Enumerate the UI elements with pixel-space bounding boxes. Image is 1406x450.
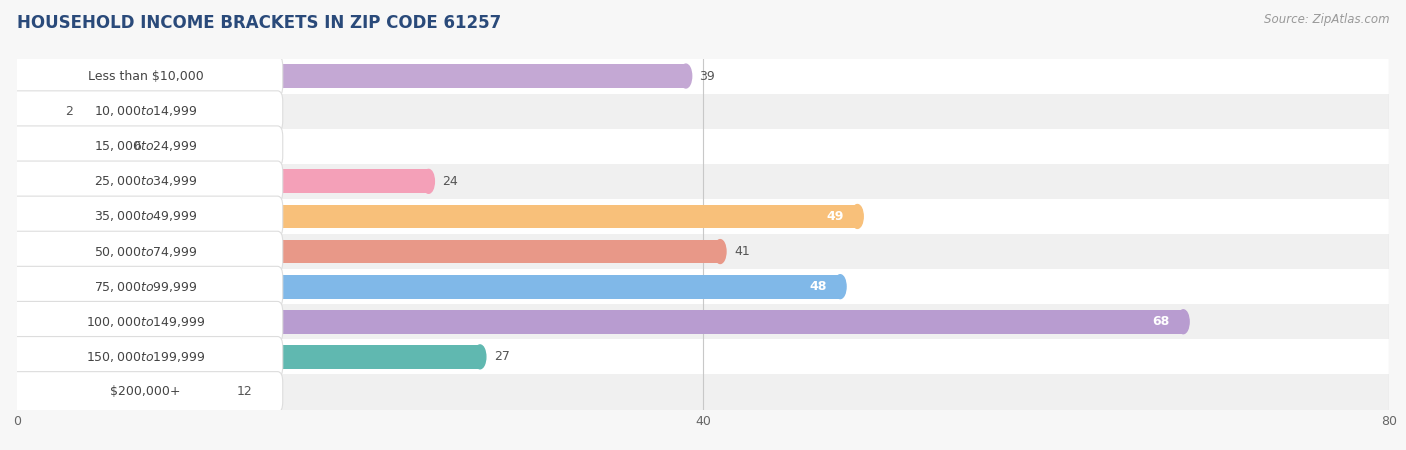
- Bar: [17, 339, 1389, 374]
- FancyBboxPatch shape: [7, 126, 283, 166]
- Circle shape: [474, 345, 486, 369]
- Bar: [17, 169, 429, 194]
- FancyBboxPatch shape: [7, 337, 283, 377]
- Text: 68: 68: [1153, 315, 1170, 328]
- Bar: [17, 234, 1389, 269]
- Text: $100,000 to $149,999: $100,000 to $149,999: [86, 315, 205, 329]
- Bar: [17, 345, 479, 369]
- FancyBboxPatch shape: [7, 302, 283, 342]
- Bar: [17, 374, 1389, 410]
- Circle shape: [114, 134, 125, 158]
- Circle shape: [217, 380, 229, 404]
- Bar: [17, 380, 222, 404]
- Text: Less than $10,000: Less than $10,000: [87, 70, 204, 82]
- FancyBboxPatch shape: [7, 56, 283, 96]
- Text: 49: 49: [827, 210, 844, 223]
- Bar: [17, 304, 1389, 339]
- Bar: [17, 99, 51, 123]
- Bar: [17, 274, 841, 299]
- Circle shape: [45, 99, 58, 123]
- FancyBboxPatch shape: [7, 161, 283, 202]
- FancyBboxPatch shape: [7, 231, 283, 272]
- Circle shape: [834, 274, 846, 299]
- Circle shape: [1177, 310, 1189, 334]
- Text: $50,000 to $74,999: $50,000 to $74,999: [94, 244, 197, 259]
- Text: 24: 24: [443, 175, 458, 188]
- Bar: [17, 204, 858, 229]
- Text: 41: 41: [734, 245, 749, 258]
- Bar: [17, 134, 120, 158]
- Text: $25,000 to $34,999: $25,000 to $34,999: [94, 174, 197, 189]
- Bar: [17, 64, 686, 88]
- Bar: [17, 94, 1389, 129]
- Bar: [17, 310, 1184, 334]
- FancyBboxPatch shape: [7, 266, 283, 307]
- Circle shape: [852, 204, 863, 229]
- Text: 6: 6: [134, 140, 142, 153]
- Bar: [17, 164, 1389, 199]
- Text: 39: 39: [700, 70, 716, 82]
- Text: $10,000 to $14,999: $10,000 to $14,999: [94, 104, 197, 118]
- FancyBboxPatch shape: [7, 196, 283, 237]
- Text: 27: 27: [494, 351, 509, 363]
- Bar: [17, 239, 720, 264]
- Text: $150,000 to $199,999: $150,000 to $199,999: [86, 350, 205, 364]
- Text: $15,000 to $24,999: $15,000 to $24,999: [94, 139, 197, 153]
- Text: $35,000 to $49,999: $35,000 to $49,999: [94, 209, 197, 224]
- Text: 2: 2: [65, 105, 73, 117]
- Text: HOUSEHOLD INCOME BRACKETS IN ZIP CODE 61257: HOUSEHOLD INCOME BRACKETS IN ZIP CODE 61…: [17, 14, 501, 32]
- Text: 48: 48: [808, 280, 827, 293]
- FancyBboxPatch shape: [7, 91, 283, 131]
- Text: $75,000 to $99,999: $75,000 to $99,999: [94, 279, 197, 294]
- FancyBboxPatch shape: [7, 372, 283, 412]
- Circle shape: [714, 239, 725, 264]
- Circle shape: [681, 64, 692, 88]
- Bar: [17, 129, 1389, 164]
- Text: $200,000+: $200,000+: [110, 386, 181, 398]
- Text: 12: 12: [236, 386, 252, 398]
- Text: Source: ZipAtlas.com: Source: ZipAtlas.com: [1264, 14, 1389, 27]
- Bar: [17, 58, 1389, 94]
- Circle shape: [423, 169, 434, 194]
- Bar: [17, 199, 1389, 234]
- Bar: [17, 269, 1389, 304]
